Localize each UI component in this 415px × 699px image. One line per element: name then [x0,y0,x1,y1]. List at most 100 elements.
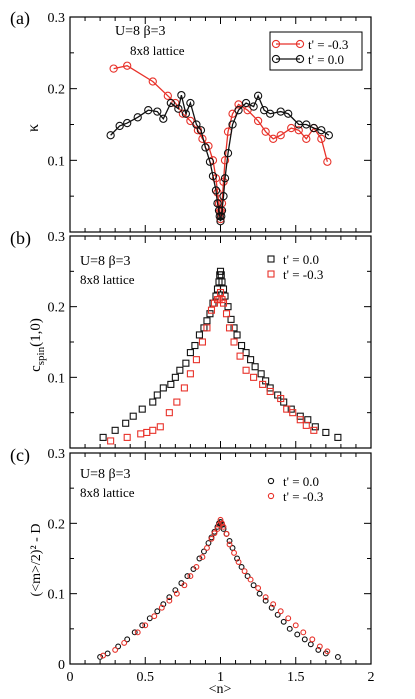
x-tick-label: 0 [67,670,74,685]
data-point [324,131,334,140]
data-point [137,430,145,438]
data-point [186,370,194,378]
data-point [269,134,278,143]
data-point [250,582,257,589]
data-point [231,549,237,556]
legend-c: t' = 0.0t' = -0.3 [267,474,323,504]
panel-a-label: (a) [10,8,30,29]
data-point [100,652,107,659]
data-point [259,380,267,388]
data-point [226,541,233,548]
data-point [235,559,242,565]
legend-marker [295,54,305,64]
data-point [131,629,138,636]
legend-label: t' = -0.3 [308,37,348,52]
data-point [182,359,190,367]
data-point [151,613,158,620]
data-point [199,554,206,561]
data-point [109,64,118,73]
data-point [233,331,241,339]
data-point [186,98,195,108]
data-point [176,366,184,374]
data-point [296,416,304,424]
series-layer [97,61,342,660]
data-point [226,537,233,544]
data-point [241,98,251,108]
data-point [223,530,230,537]
data-point [270,601,277,608]
data-point [222,310,231,318]
series-b-1 [107,288,318,445]
data-point [220,523,227,530]
data-point [309,636,316,643]
data-point [276,131,285,140]
data-point [242,366,250,374]
data-point [205,157,215,166]
data-point [219,177,228,186]
data-point [228,120,237,129]
data-point [302,134,311,143]
data-point [277,394,285,403]
series-line [113,65,328,220]
data-point [163,91,172,100]
data-point [294,126,303,135]
data-point [149,398,157,406]
x-tick-label: 1.5 [287,670,305,685]
data-point [159,114,168,123]
y-tick-label-c: 0.3 [48,447,66,462]
panel-b-annotation-lattice: 8x8 lattice [80,272,135,287]
data-point [250,373,258,381]
data-point [256,590,263,597]
data-point [238,563,245,570]
data-point [334,433,342,441]
data-point [228,109,237,118]
x-tick-label: 0.5 [137,670,155,685]
data-point [220,156,230,165]
y-tick-label-b: 0.1 [48,371,66,386]
data-point [234,555,241,562]
data-point [123,433,131,441]
data-point [129,412,137,420]
data-point [144,106,153,115]
data-point [317,134,326,143]
data-point [294,631,301,638]
data-point [99,433,107,441]
data-point [203,317,211,325]
data-point [323,157,332,166]
data-point [217,516,224,523]
data-point [184,573,191,580]
legend-marker [267,255,275,263]
data-point [257,370,265,378]
data-point [173,398,181,406]
data-point [324,648,331,655]
panel-b-ylabel-main: c [28,365,44,372]
data-point [153,391,161,399]
legend-label: t' = -0.3 [283,267,323,282]
data-point [310,426,318,434]
panel-b-ylabel-tail: (1,0) [28,318,44,347]
x-axis-title: <n> [209,682,232,697]
panel-c-annotation-lattice: 8x8 lattice [80,485,135,500]
data-point [187,573,194,580]
data-point [230,324,238,332]
data-point [133,113,142,122]
data-point [166,594,173,601]
legend-marker [271,54,281,64]
legend-label: t' = 0.0 [283,474,319,489]
data-point [159,384,167,392]
legend-box [269,31,363,71]
data-point [230,338,238,346]
panel-c-annotation-params: U=8 β=3 [80,467,131,482]
data-point [304,416,312,424]
legend-b: t' = 0.0t' = -0.3 [267,252,323,282]
data-point [218,278,226,286]
data-point [241,568,248,575]
data-point [138,405,146,413]
data-point [334,654,341,660]
data-point [276,107,285,116]
legend-layer: t' = -0.3t' = 0.0t' = 0.0t' = -0.3t' = 0… [267,31,363,504]
data-point [217,206,227,215]
y-tick-label-c: 0.1 [48,588,66,603]
data-point [253,91,263,100]
